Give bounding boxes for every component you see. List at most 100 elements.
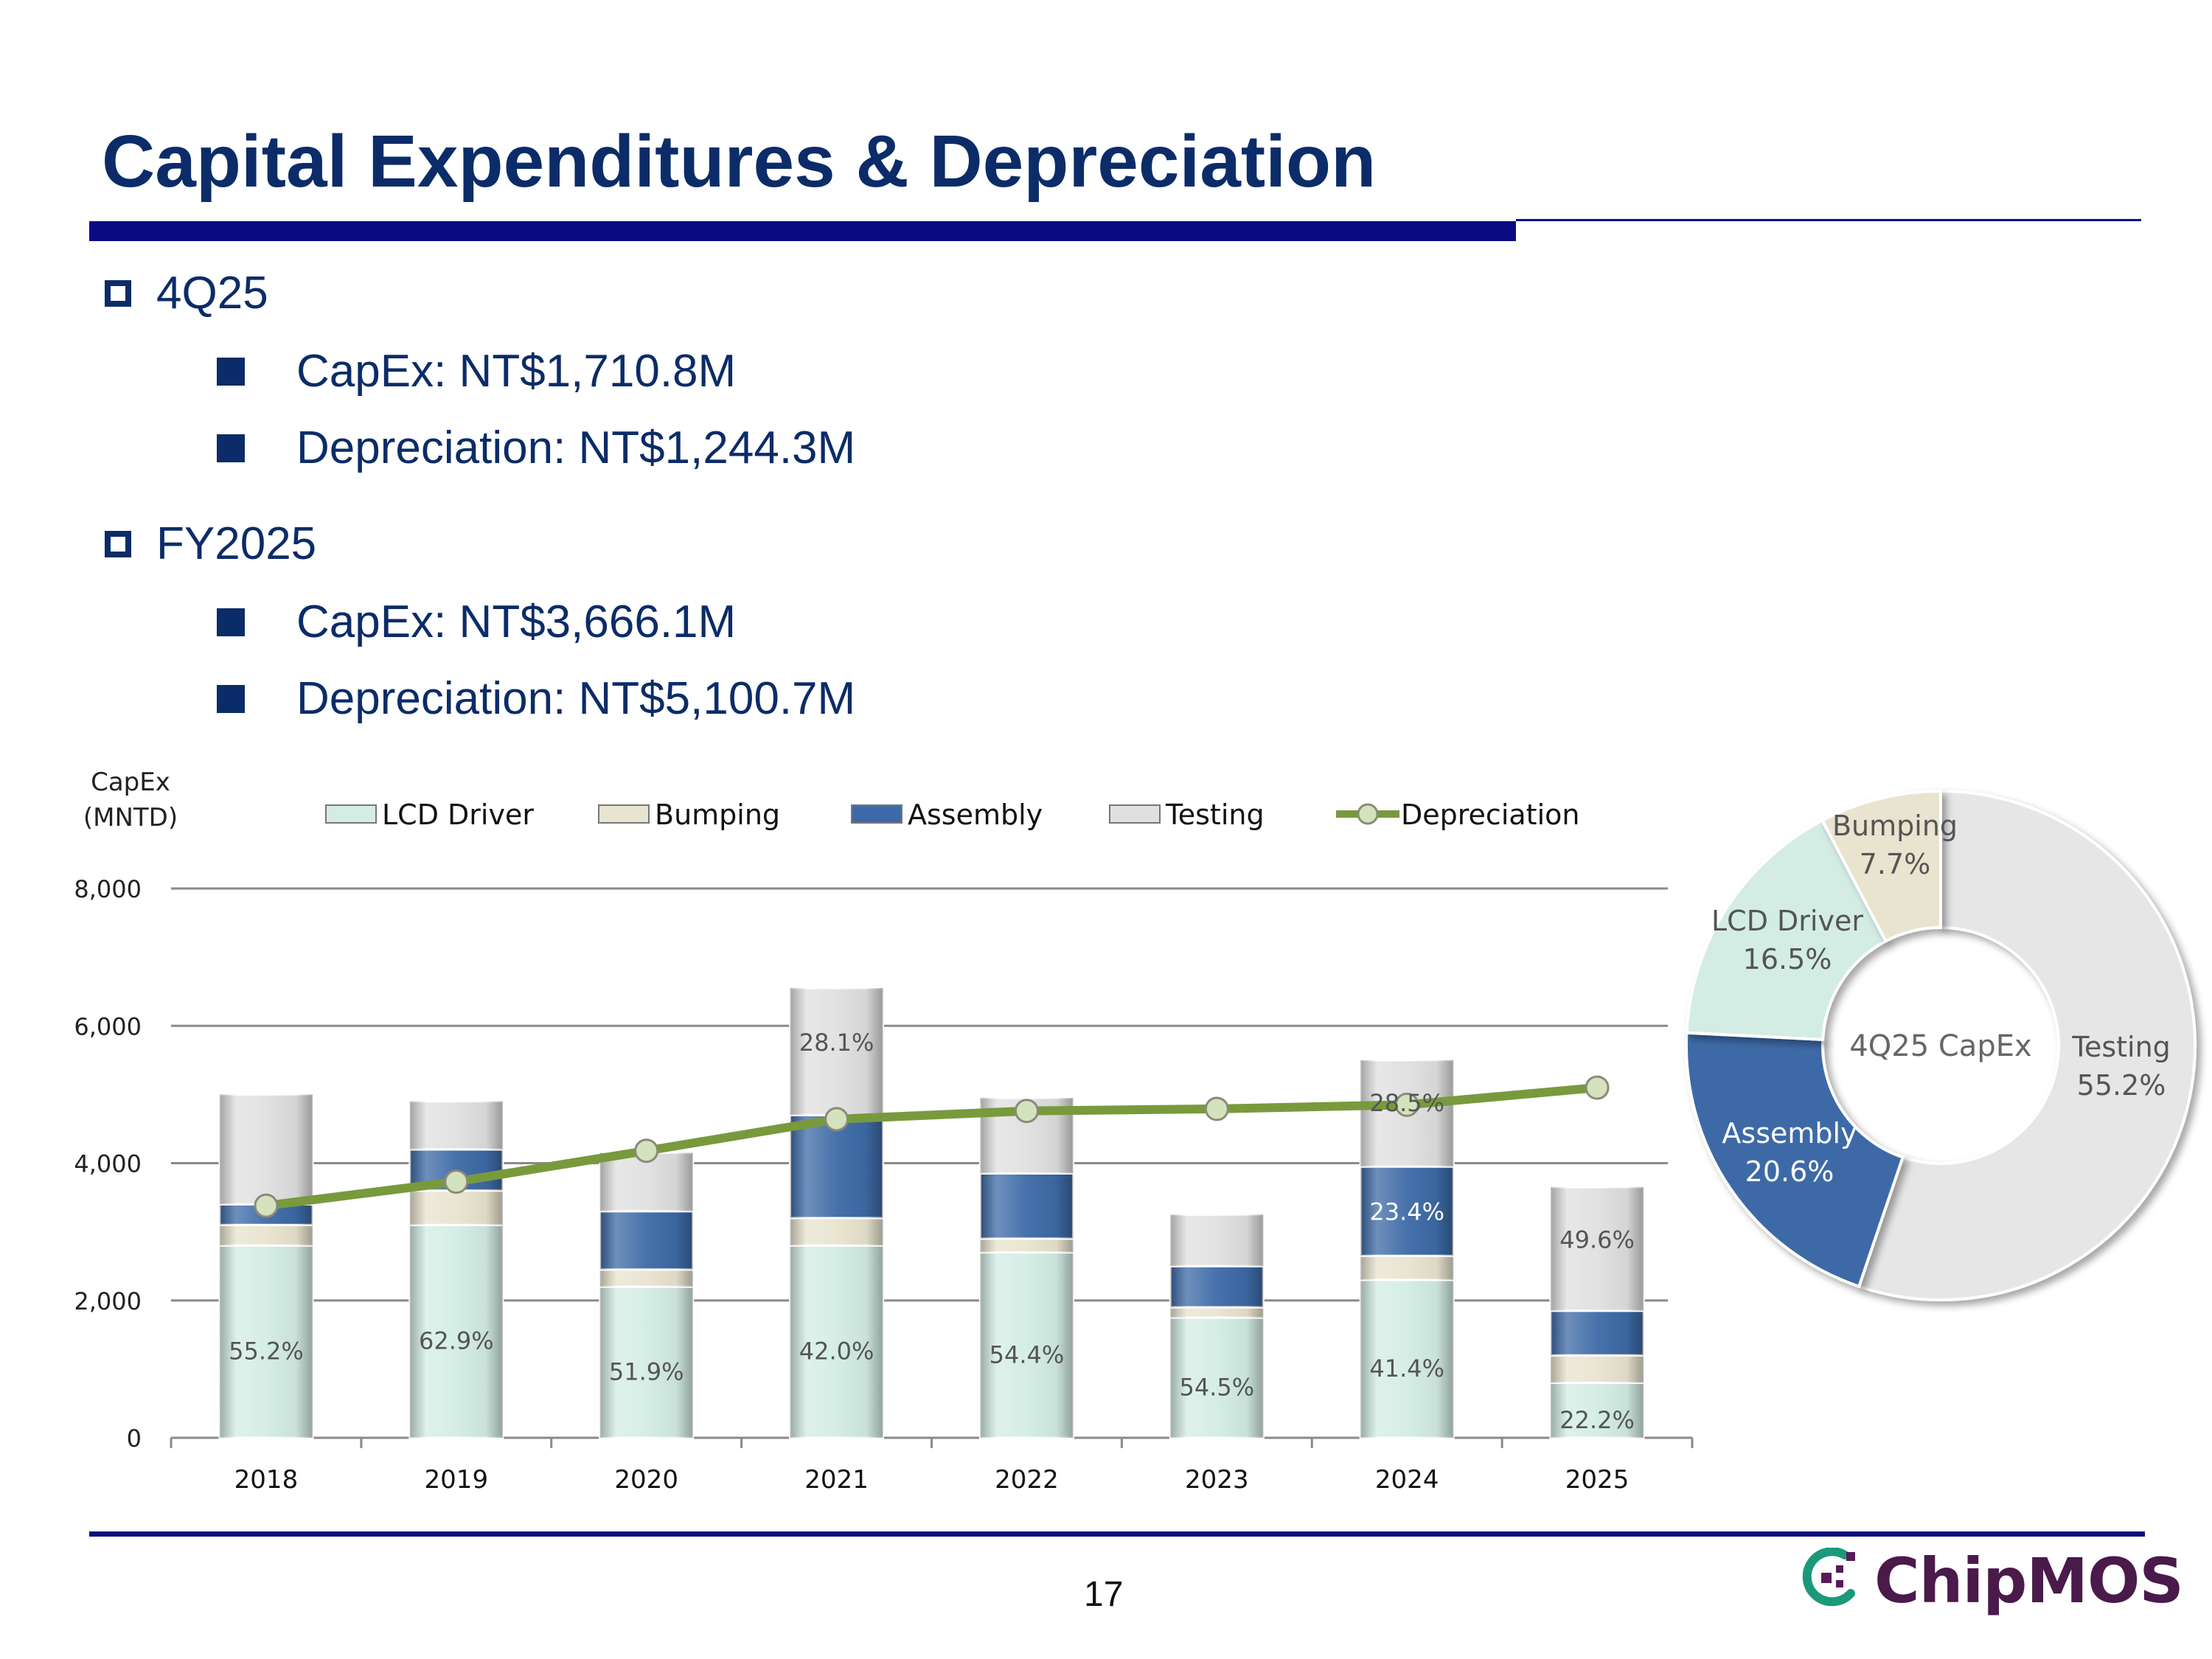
- bullet-4q25-capex: CapEx: NT$1,710.8M: [217, 345, 736, 397]
- donut-center-title: 4Q25 CapEx: [1849, 1029, 2031, 1063]
- bar-shading: [1170, 1318, 1264, 1438]
- page-title: Capital Expenditures & Depreciation: [102, 120, 1377, 203]
- bar-shading: [1551, 1355, 1644, 1383]
- page-number: 17: [1084, 1575, 1124, 1614]
- bar-shading: [790, 1245, 883, 1438]
- x-tick-label: 2024: [1375, 1465, 1439, 1495]
- bullet-text: Depreciation: NT$5,100.7M: [296, 673, 856, 724]
- y-tick-label: 4,000: [74, 1150, 142, 1178]
- donut-slice-assembly: [1685, 1031, 1905, 1289]
- bullet-fy2025-depreciation: Depreciation: NT$5,100.7M: [217, 672, 855, 725]
- y-axis-title-line: (MNTD): [83, 803, 178, 832]
- data-label-2019-lcd-driver: 62.9%: [419, 1327, 494, 1355]
- data-label-2023-lcd-driver: 54.5%: [1179, 1374, 1254, 1402]
- square-bullet-icon: [217, 357, 245, 386]
- donut-label-lcd-driver: LCD Driver: [1711, 905, 1863, 937]
- bullet-text: CapEx: NT$1,710.8M: [296, 346, 737, 397]
- bar-shading: [219, 1225, 313, 1246]
- bar-shading: [1551, 1382, 1644, 1438]
- bar-shading: [790, 988, 883, 1116]
- logo-text: ChipMOS: [1874, 1545, 2184, 1617]
- bar-shading: [980, 1252, 1074, 1438]
- donut-label-assembly: Assembly: [1722, 1117, 1857, 1150]
- legend-marker-depreciation: [1357, 803, 1379, 825]
- donut-label-testing: Testing: [2071, 1031, 2171, 1063]
- data-label-2021-lcd-driver: 42.0%: [799, 1338, 874, 1366]
- data-label-2022-lcd-driver: 54.4%: [990, 1340, 1065, 1368]
- bar-shading: [790, 1115, 883, 1218]
- legend-swatch-testing: [1109, 804, 1161, 824]
- legend-label-lcd-driver: LCD Driver: [382, 799, 534, 831]
- y-tick-label: 8,000: [74, 875, 142, 903]
- x-tick-label: 2019: [425, 1465, 489, 1495]
- depreciation-point-2025: [1585, 1075, 1610, 1100]
- legend-label-testing: Testing: [1165, 799, 1265, 831]
- depreciation-point-2024: [1394, 1092, 1419, 1117]
- x-tick-label: 2023: [1185, 1465, 1249, 1495]
- depreciation-point-2023: [1204, 1096, 1229, 1121]
- depreciation-point-2022: [1014, 1099, 1039, 1124]
- legend-swatch-lcd-driver: [325, 804, 377, 824]
- depreciation-point-2020: [634, 1138, 659, 1164]
- data-label-2018-lcd-driver: 55.2%: [229, 1338, 304, 1366]
- bar-shading: [980, 1238, 1074, 1253]
- bullet-4q25-depreciation: Depreciation: NT$1,244.3M: [217, 422, 855, 474]
- bar-shading: [1360, 1279, 1454, 1438]
- data-label-2025-testing: 49.6%: [1559, 1225, 1635, 1253]
- bar-shading: [409, 1101, 503, 1150]
- y-axis-title-line: CapEx: [91, 768, 170, 797]
- legend-swatch-assembly: [851, 804, 902, 824]
- bar-shading: [409, 1225, 503, 1438]
- square-bullet-icon: [217, 434, 245, 462]
- legend-label-assembly: Assembly: [908, 799, 1043, 831]
- section-heading-text: 4Q25: [156, 268, 268, 319]
- x-tick-label: 2020: [614, 1465, 678, 1495]
- depreciation-line: [265, 1083, 1598, 1211]
- bullet-text: CapEx: NT$3,666.1M: [296, 597, 737, 647]
- bar-shading: [1551, 1187, 1644, 1311]
- bar-shading: [980, 1173, 1074, 1239]
- section-heading-4q25: 4Q25: [105, 267, 268, 319]
- square-bullet-icon: [217, 608, 245, 636]
- x-tick-label: 2021: [804, 1465, 869, 1495]
- title-underline-thick: [89, 221, 1516, 241]
- bar-shading: [219, 1094, 313, 1205]
- title-underline-thin: [1516, 219, 2141, 221]
- x-tick-label: 2022: [995, 1465, 1059, 1495]
- data-label-2024-assembly: 23.4%: [1369, 1198, 1444, 1226]
- y-tick-label: 2,000: [74, 1287, 142, 1315]
- bar-shading: [1360, 1166, 1454, 1256]
- chipmos-logo: ChipMOS: [1799, 1545, 2184, 1617]
- data-label-2024-lcd-driver: 41.4%: [1369, 1354, 1444, 1382]
- section-heading-fy2025: FY2025: [105, 518, 316, 570]
- data-label-2021-testing: 28.1%: [799, 1029, 874, 1057]
- bar-shading: [1551, 1310, 1644, 1356]
- checkbox-bullet-icon: [105, 279, 131, 307]
- checkbox-bullet-icon: [105, 530, 131, 557]
- footer-rule: [89, 1531, 2145, 1537]
- donut-value-testing: 55.2%: [2077, 1069, 2166, 1102]
- capex-bar-chart: CapEx (MNTD) 0 2,000 4,000 6,000 8,000 2018 2019…: [74, 768, 1694, 1495]
- donut-slice-lcd-driver: [1685, 818, 1888, 1042]
- bar-shading: [599, 1211, 693, 1270]
- bar-shading: [219, 1245, 313, 1438]
- y-tick-label: 0: [127, 1425, 142, 1453]
- donut-value-bumping: 7.7%: [1860, 848, 1931, 880]
- data-label-2020-lcd-driver: 51.9%: [609, 1358, 684, 1386]
- depreciation-point-2018: [254, 1193, 279, 1218]
- legend-swatch-bumping: [598, 804, 650, 824]
- donut-value-assembly: 20.6%: [1745, 1155, 1834, 1188]
- legend-label-depreciation: Depreciation: [1401, 799, 1579, 831]
- donut-label-bumping: Bumping: [1832, 810, 1958, 842]
- bullet-fy2025-capex: CapEx: NT$3,666.1M: [217, 596, 736, 648]
- data-label-2025-lcd-driver: 22.2%: [1559, 1406, 1635, 1434]
- depreciation-point-2019: [444, 1169, 469, 1194]
- bar-shading: [1170, 1266, 1264, 1308]
- bar-shading: [1170, 1307, 1264, 1318]
- chipmos-logo-icon: [1802, 1548, 1855, 1607]
- bar-shading: [409, 1190, 503, 1225]
- donut-slice-bumping: [1820, 789, 1942, 944]
- bar-shading: [790, 1218, 883, 1246]
- x-tick-label: 2025: [1565, 1465, 1630, 1495]
